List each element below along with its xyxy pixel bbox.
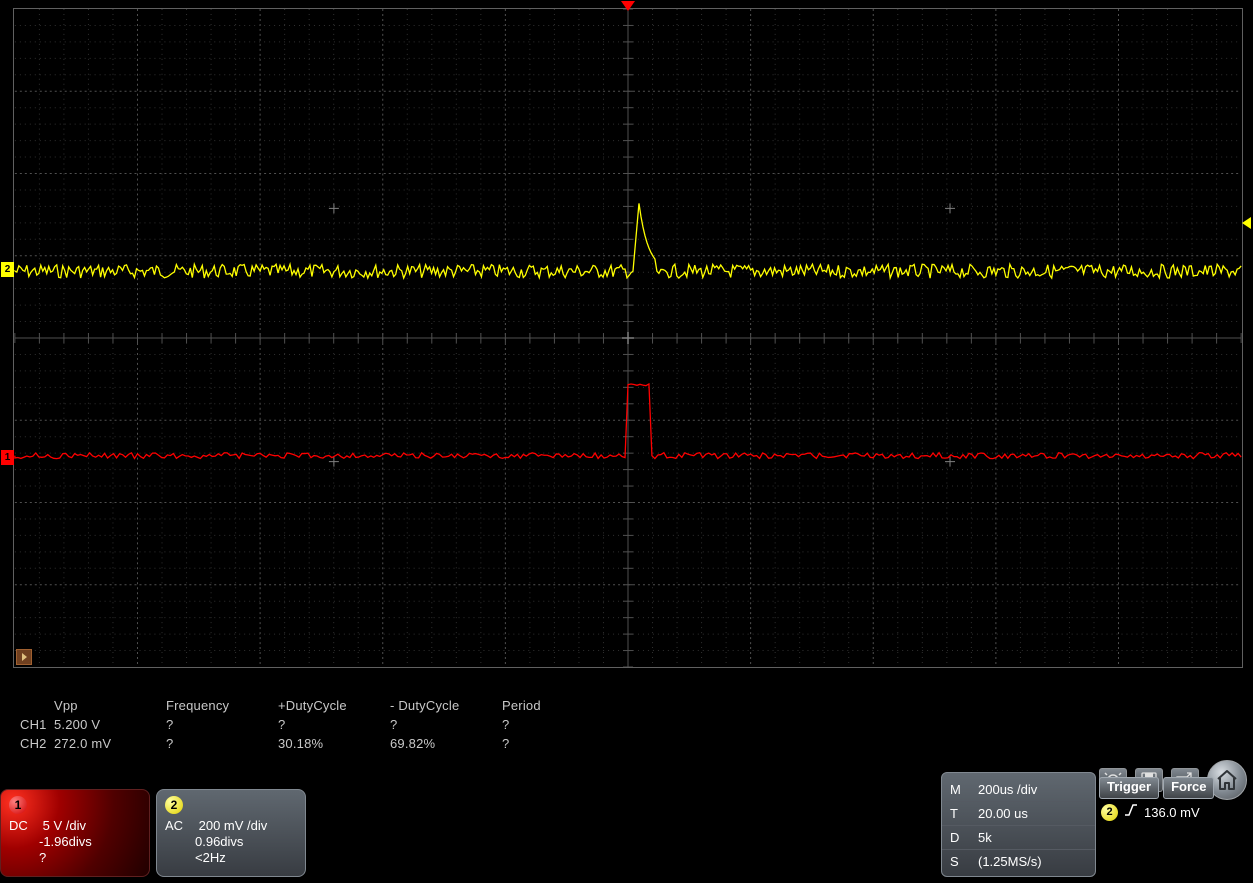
trigger-button[interactable]: Trigger <box>1099 777 1159 799</box>
meas-ch1-freq: ? <box>162 717 274 732</box>
scope-display[interactable]: 1 2 <box>13 8 1243 668</box>
timebase-m: 200us /div <box>978 782 1037 797</box>
ch2-panel[interactable]: 2 AC 200 mV /div 0.96divs <2Hz <box>156 789 306 877</box>
timebase-d: 5k <box>978 830 992 845</box>
trigger-source-badge: 2 <box>1101 804 1118 821</box>
ch1-offset: -1.96divs <box>9 834 141 850</box>
meas-ch2-freq: ? <box>162 736 274 751</box>
ch1-badge: 1 <box>9 796 27 814</box>
ch2-badge: 2 <box>165 796 183 814</box>
force-button[interactable]: Force <box>1163 777 1214 799</box>
meas-header-negduty: - DutyCycle <box>386 698 498 713</box>
ch2-bw: <2Hz <box>165 850 297 866</box>
scope-traces <box>14 9 1242 667</box>
channel-panels: 1 DC 5 V /div -1.96divs ? 2 AC 200 mV /d… <box>0 789 306 877</box>
meas-ch2-posduty: 30.18% <box>274 736 386 751</box>
meas-ch1-label: CH1 <box>0 717 50 732</box>
meas-ch1-vpp: 5.200 V <box>50 717 162 732</box>
ch2-coupling: AC <box>165 818 195 834</box>
timebase-panel[interactable]: M200us /div T20.00 us D5k S(1.25MS/s) <box>941 772 1096 877</box>
measurements-table: Vpp Frequency +DutyCycle - DutyCycle Per… <box>0 696 1253 753</box>
trigger-level-marker[interactable] <box>1242 217 1251 229</box>
ch1-panel[interactable]: 1 DC 5 V /div -1.96divs ? <box>0 789 150 877</box>
ch1-ground-marker[interactable]: 1 <box>1 450 14 465</box>
meas-header-period: Period <box>498 698 610 713</box>
ch2-scale: 200 mV /div <box>199 818 268 833</box>
meas-ch1-posduty: ? <box>274 717 386 732</box>
meas-header-freq: Frequency <box>162 698 274 713</box>
meas-ch2-period: ? <box>498 736 610 751</box>
ch2-ground-marker[interactable]: 2 <box>1 262 14 277</box>
run-stop-button[interactable] <box>16 649 32 665</box>
meas-ch1-period: ? <box>498 717 610 732</box>
timebase-s: (1.25MS/s) <box>978 854 1042 869</box>
meas-ch2-label: CH2 <box>0 736 50 751</box>
ch1-coupling: DC <box>9 818 39 834</box>
trigger-panel: Trigger Force 2 136.0 mV <box>1099 777 1253 821</box>
ch1-bw: ? <box>9 850 141 866</box>
meas-header-posduty: +DutyCycle <box>274 698 386 713</box>
meas-ch2-negduty: 69.82% <box>386 736 498 751</box>
meas-header-vpp: Vpp <box>50 698 162 713</box>
trigger-position-marker[interactable] <box>621 1 635 11</box>
ch1-scale: 5 V /div <box>43 818 86 833</box>
meas-ch2-vpp: 272.0 mV <box>50 736 162 751</box>
trigger-edge-icon <box>1124 803 1138 821</box>
ch2-offset: 0.96divs <box>165 834 297 850</box>
trigger-level: 136.0 mV <box>1144 805 1200 820</box>
timebase-t: 20.00 us <box>978 806 1028 821</box>
meas-ch1-negduty: ? <box>386 717 498 732</box>
